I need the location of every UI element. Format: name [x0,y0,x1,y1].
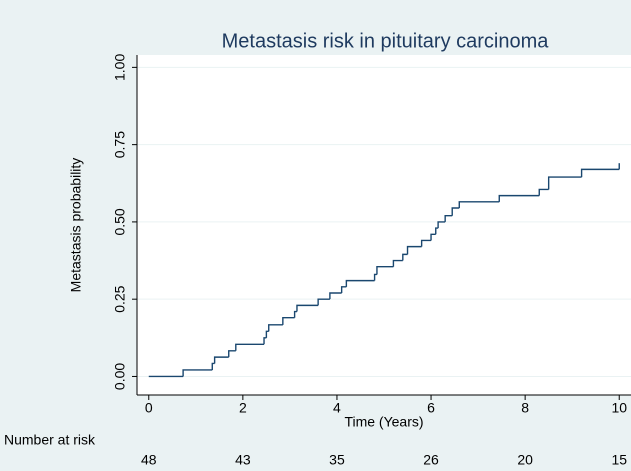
x-tick-label: 10 [611,400,627,416]
step-segment [235,343,265,351]
step-segment [340,286,347,293]
risk-count: 43 [235,452,251,468]
step-segment [435,227,439,235]
chart-title: Metastasis risk in pituitary carcinoma [222,30,550,52]
step-segment [282,317,295,325]
y-tick-label: 0.50 [112,208,128,235]
x-tick-label: 0 [145,400,153,416]
y-axis-label: Metastasis probability [68,158,84,293]
step-segment [296,304,319,312]
risk-count: 26 [423,452,439,468]
step-segment [420,239,432,247]
y-tick-label: 0.25 [112,285,128,312]
step-segment [430,233,436,241]
step-segment [402,253,408,261]
step-segment [437,221,446,229]
step-segment [228,350,236,358]
step-segment [580,168,620,178]
x-tick-label: 4 [333,400,341,416]
step-segment [376,266,394,275]
y-tick-label: 0.00 [112,363,128,390]
step-segment [268,324,283,332]
step-segment [392,259,403,267]
risk-count: 35 [329,452,345,468]
step-segment [451,207,460,216]
step-segment [406,245,422,255]
risk-table-label: Number at risk [4,432,96,448]
step-segment [538,188,549,196]
step-segment [293,310,297,318]
step-segment [345,279,375,287]
step-segment [211,362,215,370]
step-segment [373,273,377,281]
step-segment [329,292,342,300]
step-segment [265,330,269,338]
x-tick-label: 8 [521,400,529,416]
risk-count: 20 [517,452,533,468]
x-tick-label: 6 [427,400,435,416]
y-tick-label: 0.75 [112,131,128,158]
risk-count: 15 [611,452,627,468]
step-segment [444,215,453,222]
y-tick-label: 1.00 [112,54,128,81]
step-segment [213,356,229,364]
step-segment [458,201,500,208]
step-segment [263,337,267,345]
plot-area [137,55,631,395]
step-segment [547,176,582,190]
step-segment [498,194,540,202]
step-segment [317,298,330,306]
x-tick-label: 2 [239,400,247,416]
risk-count: 48 [141,452,157,468]
step-segment [182,369,213,377]
x-axis-label: Time (Years) [344,414,423,430]
